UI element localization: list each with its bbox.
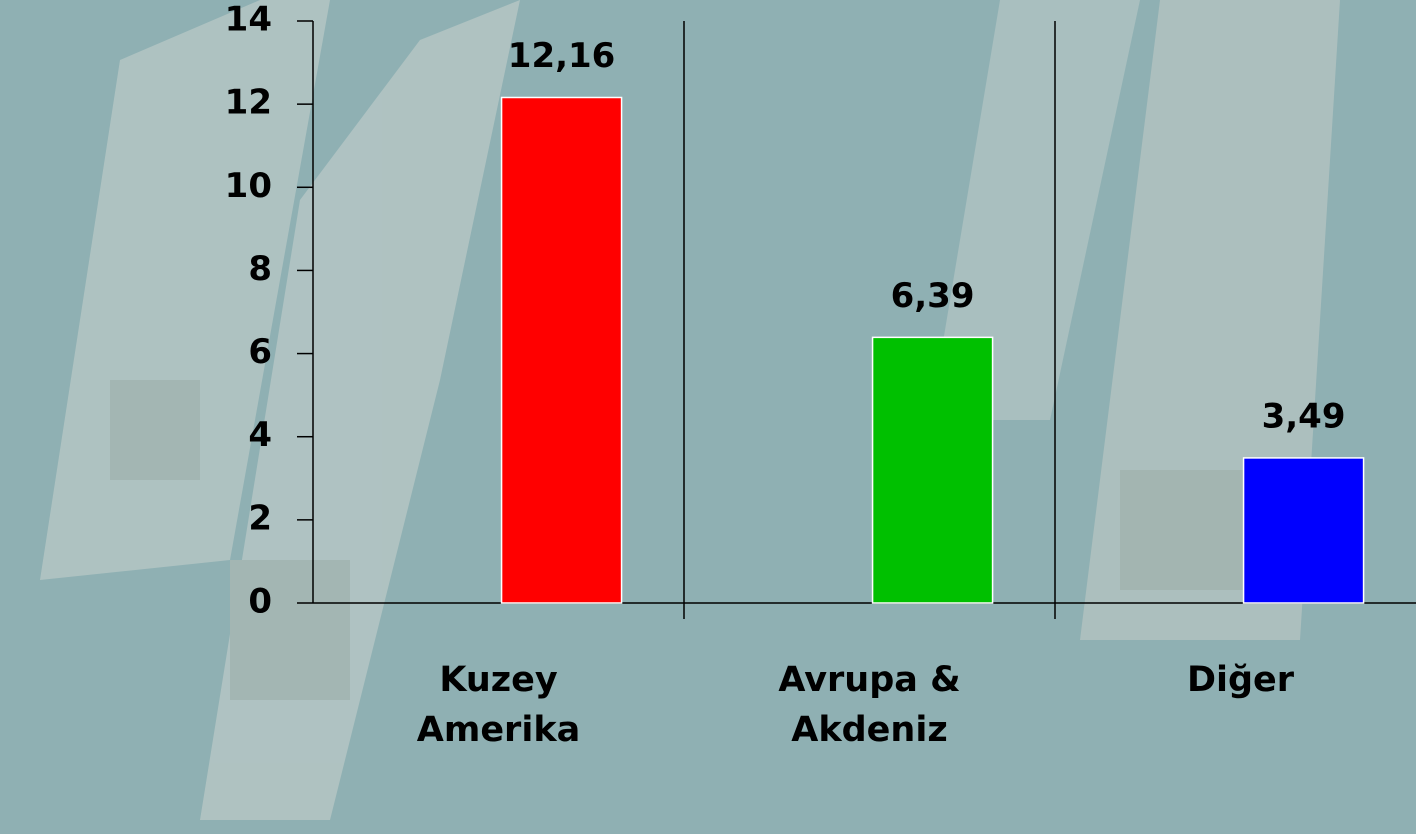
y-tick-label: 2 <box>248 498 272 538</box>
y-tick-label: 0 <box>248 582 272 622</box>
x-tick-label: Avrupa & Akdeniz <box>778 660 961 750</box>
bar <box>871 336 994 604</box>
value-label: 3,49 <box>1262 396 1346 436</box>
x-tick-label: Diğer <box>1186 660 1295 700</box>
bar <box>500 96 623 604</box>
value-label: 12,16 <box>508 36 616 76</box>
y-tick-label: 14 <box>225 0 272 40</box>
y-tick-label: 6 <box>248 332 272 372</box>
bar <box>1242 457 1365 604</box>
value-label: 6,39 <box>891 276 975 316</box>
y-tick-label: 8 <box>248 249 272 289</box>
y-tick-label: 12 <box>225 83 272 123</box>
y-tick-label: 4 <box>248 415 272 455</box>
y-tick-label: 10 <box>225 166 272 206</box>
x-tick-label: Kuzey Amerika <box>416 660 581 750</box>
